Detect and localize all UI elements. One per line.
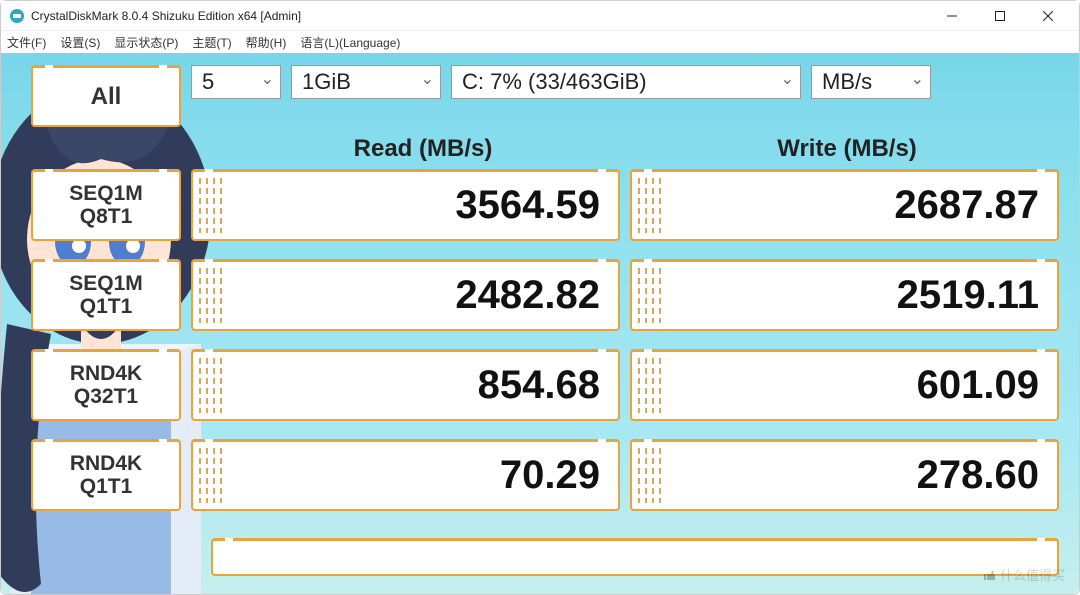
window-buttons bbox=[929, 1, 1071, 31]
test-row: RND4K Q32T1 854.68 601.09 bbox=[211, 349, 1059, 421]
close-button[interactable] bbox=[1025, 1, 1071, 31]
test-label-line2: Q8T1 bbox=[80, 206, 133, 228]
read-value: 70.29 bbox=[500, 453, 600, 498]
test-button-rnd4k-q1t1[interactable]: RND4K Q1T1 bbox=[31, 439, 181, 511]
top-controls: All 5 1GiB C: 7% (33/463GiB) MB/s bbox=[211, 65, 1059, 127]
content-grid: All 5 1GiB C: 7% (33/463GiB) MB/s Read (… bbox=[1, 53, 1079, 594]
watermark-text: 什么值得买 bbox=[1000, 565, 1065, 584]
write-value: 2687.87 bbox=[894, 183, 1039, 228]
unit-select[interactable]: MB/s bbox=[811, 65, 931, 99]
read-value: 2482.82 bbox=[455, 273, 600, 318]
read-value-cell: 3564.59 bbox=[191, 169, 620, 241]
status-box bbox=[211, 538, 1059, 576]
test-label-line1: RND4K bbox=[70, 453, 142, 475]
menu-display[interactable]: 显示状态(P) bbox=[114, 34, 178, 51]
drive-value: C: 7% (33/463GiB) bbox=[462, 69, 647, 95]
test-label-line2: Q1T1 bbox=[80, 476, 133, 498]
titlebar: CrystalDiskMark 8.0.4 Shizuku Edition x6… bbox=[1, 1, 1079, 31]
menu-help[interactable]: 帮助(H) bbox=[246, 34, 287, 51]
read-value: 3564.59 bbox=[455, 183, 600, 228]
watermark: 什么值得买 bbox=[980, 565, 1065, 584]
write-value: 601.09 bbox=[917, 363, 1039, 408]
write-value: 278.60 bbox=[917, 453, 1039, 498]
test-row: SEQ1M Q1T1 2482.82 2519.11 bbox=[211, 259, 1059, 331]
menu-theme[interactable]: 主题(T) bbox=[192, 34, 231, 51]
maximize-button[interactable] bbox=[977, 1, 1023, 31]
blocksize-value: 1GiB bbox=[302, 69, 351, 95]
read-header: Read (MB/s) bbox=[211, 135, 635, 163]
menu-file[interactable]: 文件(F) bbox=[7, 34, 46, 51]
write-value-cell: 2519.11 bbox=[630, 259, 1059, 331]
test-label-line2: Q32T1 bbox=[74, 386, 138, 408]
minimize-button[interactable] bbox=[929, 1, 975, 31]
status-row bbox=[211, 538, 1059, 576]
write-value-cell: 278.60 bbox=[630, 439, 1059, 511]
window-title: CrystalDiskMark 8.0.4 Shizuku Edition x6… bbox=[31, 9, 929, 23]
run-all-button[interactable]: All bbox=[31, 65, 181, 127]
column-headers: Read (MB/s) Write (MB/s) bbox=[211, 133, 1059, 169]
thumbs-up-icon bbox=[980, 567, 996, 583]
app-icon bbox=[9, 8, 25, 24]
test-button-seq1m-q8t1[interactable]: SEQ1M Q8T1 bbox=[31, 169, 181, 241]
read-value-cell: 854.68 bbox=[191, 349, 620, 421]
menu-settings[interactable]: 设置(S) bbox=[60, 34, 100, 51]
write-value-cell: 2687.87 bbox=[630, 169, 1059, 241]
menubar: 文件(F) 设置(S) 显示状态(P) 主题(T) 帮助(H) 语言(L)(La… bbox=[1, 31, 1079, 53]
drive-select[interactable]: C: 7% (33/463GiB) bbox=[451, 65, 801, 99]
benchmark-rows: SEQ1M Q8T1 3564.59 2687.87 SEQ1M Q1T1 24… bbox=[211, 169, 1059, 520]
test-label-line1: RND4K bbox=[70, 363, 142, 385]
test-label-line1: SEQ1M bbox=[69, 183, 143, 205]
write-value-cell: 601.09 bbox=[630, 349, 1059, 421]
app-window: CrystalDiskMark 8.0.4 Shizuku Edition x6… bbox=[0, 0, 1080, 595]
runs-select[interactable]: 5 bbox=[191, 65, 281, 99]
runs-value: 5 bbox=[202, 69, 214, 95]
test-label-line1: SEQ1M bbox=[69, 273, 143, 295]
write-value: 2519.11 bbox=[897, 273, 1039, 318]
test-button-rnd4k-q32t1[interactable]: RND4K Q32T1 bbox=[31, 349, 181, 421]
write-header: Write (MB/s) bbox=[635, 135, 1059, 163]
unit-value: MB/s bbox=[822, 69, 872, 95]
test-row: SEQ1M Q8T1 3564.59 2687.87 bbox=[211, 169, 1059, 241]
read-value-cell: 2482.82 bbox=[191, 259, 620, 331]
menu-language[interactable]: 语言(L)(Language) bbox=[300, 34, 400, 51]
client-area: All 5 1GiB C: 7% (33/463GiB) MB/s Read (… bbox=[1, 53, 1079, 594]
read-value-cell: 70.29 bbox=[191, 439, 620, 511]
blocksize-select[interactable]: 1GiB bbox=[291, 65, 441, 99]
read-value: 854.68 bbox=[478, 363, 600, 408]
test-button-seq1m-q1t1[interactable]: SEQ1M Q1T1 bbox=[31, 259, 181, 331]
run-all-label: All bbox=[91, 83, 122, 111]
test-label-line2: Q1T1 bbox=[80, 296, 133, 318]
test-row: RND4K Q1T1 70.29 278.60 bbox=[211, 439, 1059, 511]
